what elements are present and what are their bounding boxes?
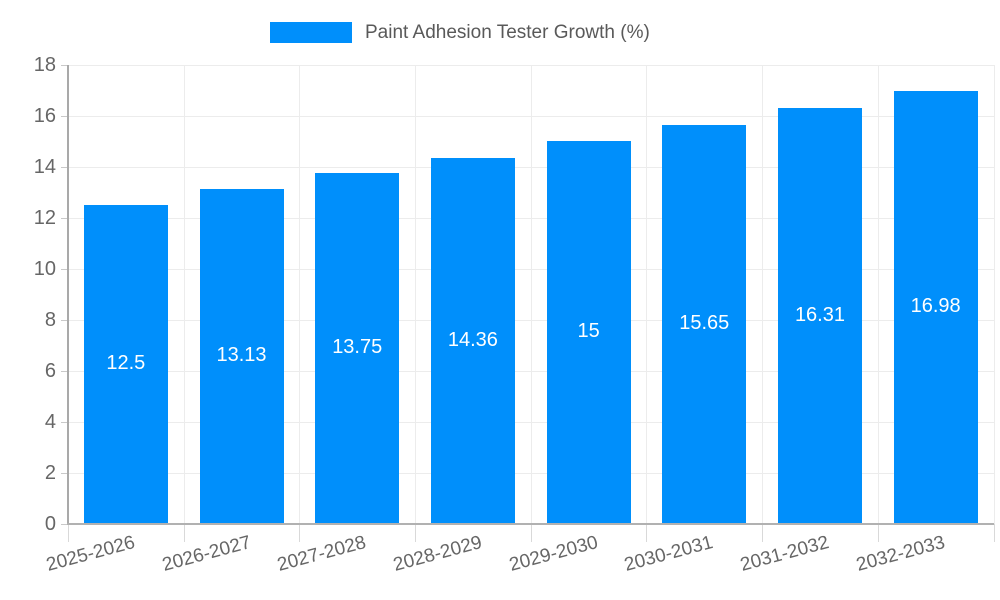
bar[interactable]: 12.5 [83,205,168,524]
x-axis-category-label: 2025-2026 [44,532,138,576]
x-axis-category-label: 2032-2033 [853,532,948,576]
bar[interactable]: 15 [546,141,631,524]
bar[interactable]: 14.36 [430,157,515,524]
x-axis-tick [646,523,648,542]
x-axis-tick [877,523,879,542]
grid-line-vertical [762,65,764,524]
x-axis-category-label: 2029-2030 [506,532,601,576]
bar-value-label: 16.31 [794,303,845,326]
x-axis-tick [415,523,417,542]
bar[interactable]: 16.31 [777,108,862,524]
grid-line-vertical [646,65,648,524]
y-axis-tick [61,217,68,219]
y-axis-tick-label: 18 [33,54,56,76]
x-axis-category-label: 2027-2028 [275,532,369,576]
bar-value-label: 13.75 [332,336,383,359]
grid-line-vertical [877,65,879,524]
y-axis-tick-label: 0 [44,512,56,535]
y-axis-tick-label: 14 [33,155,56,178]
grid-line-vertical [415,65,417,524]
y-axis-tick [61,421,68,423]
grid-line-vertical [299,65,301,524]
y-axis-tick [61,319,68,321]
y-axis-tick-label: 6 [44,359,56,382]
x-axis-tick [530,523,532,542]
x-axis-line [67,522,994,525]
y-axis-tick-label: 10 [33,257,56,280]
x-axis-tick [993,523,995,542]
bar-value-label: 14.36 [447,328,498,351]
y-axis-tick [61,166,68,168]
x-axis-category-label: 2026-2027 [159,532,253,576]
bar-value-label: 12.5 [106,352,146,375]
bar-value-label: 15 [577,320,600,343]
bar[interactable]: 13.13 [199,189,284,524]
legend-swatch [270,22,352,43]
bar-value-label: 13.13 [216,344,267,367]
grid-line-vertical [183,65,185,524]
x-axis-category-label: 2028-2029 [391,532,485,576]
bar-value-label: 15.65 [679,312,730,335]
x-axis-tick [299,523,301,542]
y-axis-tick [61,523,68,525]
y-axis-tick [61,370,68,372]
bar[interactable]: 16.98 [893,90,978,524]
x-axis-category-label: 2031-2032 [738,532,832,576]
y-axis-tick-label: 4 [44,410,56,433]
bar[interactable]: 13.75 [315,173,400,524]
legend-item[interactable]: Paint Adhesion Tester Growth (%) [270,22,650,43]
bar-value-label: 16.98 [910,295,961,318]
grid-line-vertical [993,65,995,524]
legend-label: Paint Adhesion Tester Growth (%) [365,21,650,43]
y-axis-tick-label: 12 [33,206,56,229]
y-axis-tick [61,65,68,66]
grid-line-vertical [530,65,532,524]
x-axis-tick [762,523,764,542]
y-axis-tick-label: 16 [33,104,56,127]
bar[interactable]: 15.65 [662,124,747,524]
x-axis-category-label: 2030-2031 [622,532,716,576]
x-axis-tick [68,523,69,542]
x-axis-tick [183,523,185,542]
y-axis-tick [61,472,68,474]
y-axis-tick-label: 2 [44,461,56,484]
y-axis-tick-label: 8 [44,308,56,331]
y-axis-tick [61,268,68,270]
y-axis-tick [61,115,68,117]
y-axis-line [67,65,69,524]
